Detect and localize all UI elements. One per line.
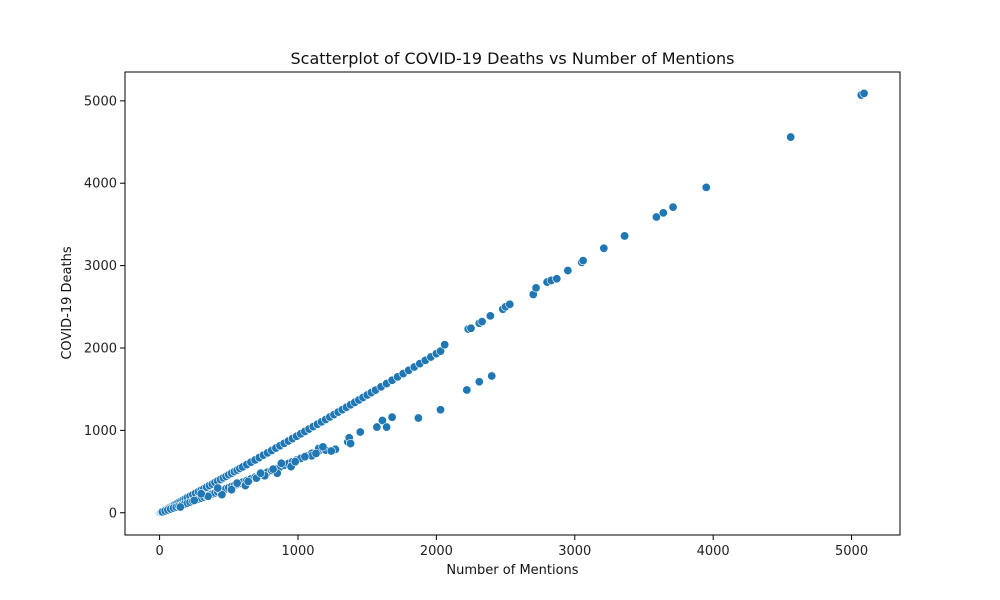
data-point [462,385,472,395]
data-point [487,371,497,381]
data-point [355,427,365,437]
data-point [346,439,356,449]
x-axis-ticks: 0 1000 2000 3000 4000 5000 [155,535,868,559]
data-point [531,283,541,293]
plot-frame [124,71,901,536]
data-points [155,88,869,518]
data-point [311,448,321,458]
data-point [668,202,678,212]
data-point [256,468,266,478]
data-point [485,311,495,321]
data-point [232,478,242,488]
data-point [413,413,423,423]
data-point [436,346,446,356]
data-point [552,274,562,284]
x-tick-label: 5000 [835,544,868,559]
y-tick-label: 5000 [84,94,117,109]
y-tick-label: 0 [109,506,117,521]
data-point [440,340,450,350]
data-point [268,464,278,474]
data-point [196,489,206,499]
data-point [175,502,185,512]
data-point [290,457,300,467]
data-point [276,458,286,468]
chart-title: Scatterplot of COVID-19 Deaths vs Number… [290,49,734,68]
data-point [318,442,328,452]
y-tick-label: 1000 [84,424,117,439]
data-point [300,452,310,462]
y-axis-label: COVID-19 Deaths [60,246,75,359]
y-tick-label: 2000 [84,341,117,356]
data-point [658,208,668,218]
data-point [620,231,630,241]
x-tick-label: 4000 [697,544,730,559]
data-point [505,299,515,309]
data-point [217,490,227,500]
data-point [466,323,476,333]
data-point [189,495,199,505]
data-point [599,243,609,253]
data-point [382,422,392,432]
data-point [227,485,237,495]
y-tick-label: 4000 [84,177,117,192]
data-point [859,88,869,98]
data-point [651,212,661,222]
data-point [372,422,382,432]
data-point [578,256,588,266]
data-point [474,377,484,387]
x-tick-label: 3000 [558,544,591,559]
y-axis-ticks: 0 1000 2000 3000 4000 5000 [84,94,125,521]
y-tick-label: 3000 [84,259,117,274]
data-point [436,405,446,415]
data-point [563,266,573,276]
data-point [477,317,487,327]
data-point [243,476,253,486]
data-point [786,132,796,142]
data-point [387,412,397,422]
data-point [377,415,387,425]
x-tick-label: 2000 [420,544,453,559]
data-point [213,483,223,493]
x-axis-label: Number of Mentions [446,563,578,578]
data-point [701,182,711,192]
x-tick-label: 1000 [281,544,314,559]
data-point [326,446,336,456]
x-tick-label: 0 [155,544,163,559]
